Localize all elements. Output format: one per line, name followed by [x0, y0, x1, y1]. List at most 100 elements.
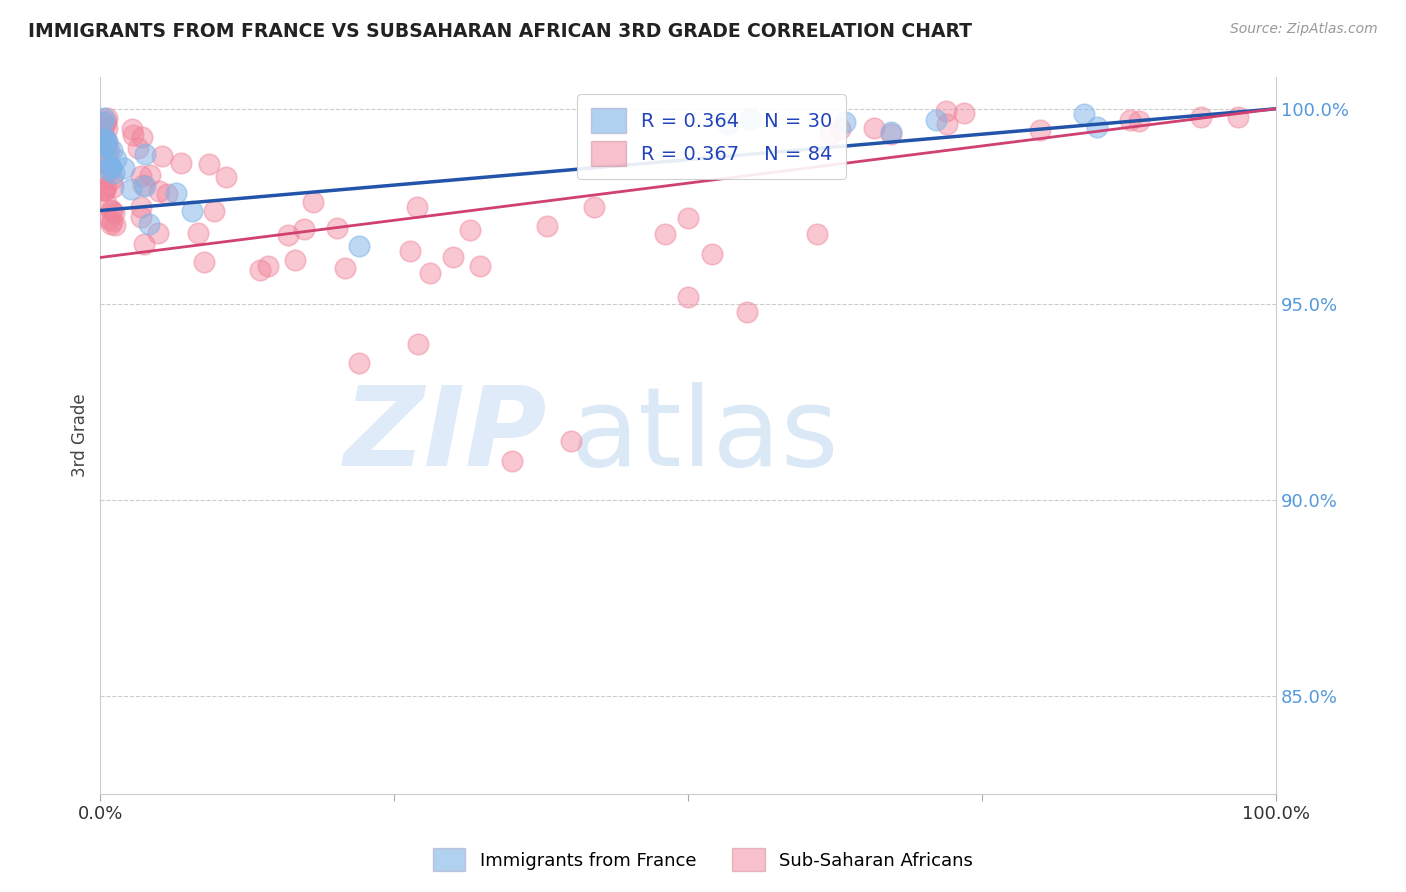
Point	[1118, 113, 1140, 128]
Point	[104, 219, 127, 233]
Point	[249, 263, 271, 277]
Point	[1226, 110, 1249, 124]
Point	[100, 161, 122, 176]
Point	[560, 434, 582, 449]
Point	[441, 251, 464, 265]
Text: ZIP: ZIP	[343, 382, 547, 489]
Point	[93, 120, 115, 135]
Point	[418, 266, 440, 280]
Point	[257, 259, 280, 273]
Point	[202, 204, 225, 219]
Point	[818, 127, 841, 141]
Point	[139, 168, 162, 182]
Point	[215, 169, 238, 184]
Point	[148, 184, 170, 198]
Point	[880, 127, 903, 141]
Point	[93, 183, 115, 197]
Point	[717, 118, 740, 132]
Point	[146, 226, 169, 240]
Point	[193, 255, 215, 269]
Point	[406, 200, 429, 214]
Point	[1085, 120, 1108, 134]
Point	[806, 227, 828, 241]
Point	[103, 206, 125, 220]
Point	[198, 156, 221, 170]
Point	[91, 133, 114, 147]
Point	[94, 117, 117, 131]
Text: Source: ZipAtlas.com: Source: ZipAtlas.com	[1230, 22, 1378, 37]
Point	[347, 356, 370, 370]
Point	[152, 149, 174, 163]
Point	[94, 180, 117, 194]
Point	[96, 111, 118, 125]
Point	[170, 156, 193, 170]
Point	[101, 214, 124, 228]
Point	[94, 113, 117, 128]
Point	[134, 147, 156, 161]
Point	[93, 184, 115, 198]
Point	[103, 166, 125, 180]
Point	[132, 237, 155, 252]
Point	[96, 196, 118, 211]
Point	[953, 105, 976, 120]
Legend: Immigrants from France, Sub-Saharan Africans: Immigrants from France, Sub-Saharan Afri…	[426, 841, 980, 879]
Point	[131, 169, 153, 184]
Point	[101, 143, 124, 157]
Text: IMMIGRANTS FROM FRANCE VS SUBSAHARAN AFRICAN 3RD GRADE CORRELATION CHART: IMMIGRANTS FROM FRANCE VS SUBSAHARAN AFR…	[28, 22, 972, 41]
Point	[134, 179, 156, 194]
Point	[98, 163, 121, 178]
Point	[181, 203, 204, 218]
Point	[129, 200, 152, 214]
Point	[583, 200, 606, 214]
Point	[101, 204, 124, 219]
Point	[292, 222, 315, 236]
Point	[112, 161, 135, 175]
Point	[935, 103, 957, 118]
Point	[120, 182, 142, 196]
Point	[122, 128, 145, 143]
Point	[100, 160, 122, 174]
Point	[93, 131, 115, 145]
Point	[129, 211, 152, 225]
Point	[94, 148, 117, 162]
Point	[834, 115, 856, 129]
Point	[880, 125, 903, 139]
Point	[935, 117, 957, 131]
Point	[101, 172, 124, 186]
Point	[398, 244, 420, 259]
Point	[1189, 111, 1212, 125]
Point	[93, 129, 115, 144]
Point	[1128, 113, 1150, 128]
Point	[284, 253, 307, 268]
Point	[127, 141, 149, 155]
Point	[654, 227, 676, 241]
Point	[100, 217, 122, 231]
Legend: R = 0.364    N = 30, R = 0.367    N = 84: R = 0.364 N = 30, R = 0.367 N = 84	[576, 95, 846, 179]
Point	[676, 290, 699, 304]
Point	[98, 159, 121, 173]
Point	[828, 122, 851, 136]
Point	[131, 130, 153, 145]
Point	[325, 221, 347, 235]
Point	[97, 212, 120, 227]
Point	[104, 153, 127, 167]
Point	[94, 132, 117, 146]
Point	[700, 246, 723, 260]
Point	[132, 178, 155, 192]
Point	[91, 115, 114, 129]
Point	[94, 138, 117, 153]
Point	[1028, 122, 1050, 136]
Point	[735, 305, 758, 319]
Y-axis label: 3rd Grade: 3rd Grade	[72, 393, 89, 477]
Point	[335, 260, 357, 275]
Point	[165, 186, 187, 201]
Point	[121, 122, 143, 136]
Point	[96, 136, 118, 151]
Point	[156, 186, 179, 201]
Point	[347, 238, 370, 252]
Point	[925, 112, 948, 127]
Point	[101, 179, 124, 194]
Point	[96, 135, 118, 149]
Point	[91, 172, 114, 186]
Point	[277, 227, 299, 242]
